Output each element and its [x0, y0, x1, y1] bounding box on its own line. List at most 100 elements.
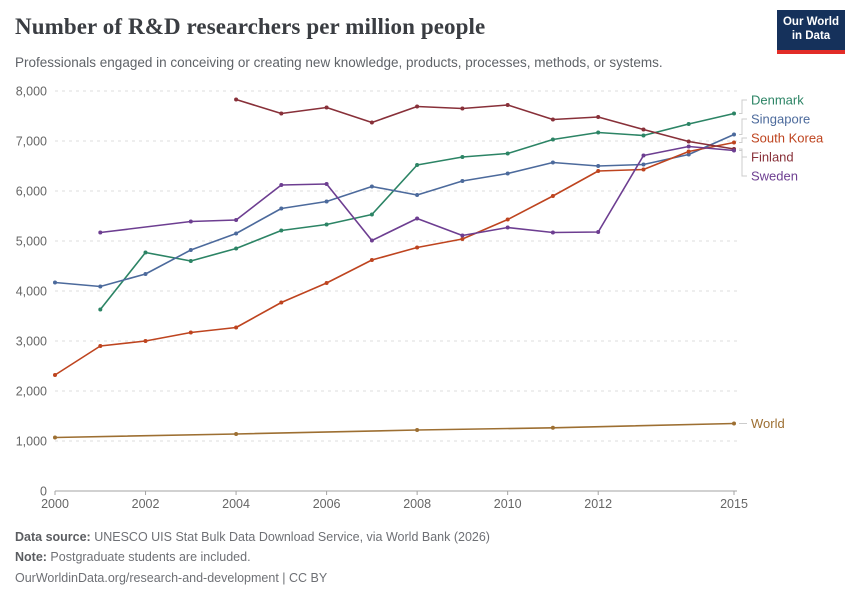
note-label: Note: — [15, 550, 47, 565]
series-line-sweden — [100, 145, 735, 242]
series-point-world-2011 — [550, 425, 555, 430]
series-point-world-2000 — [53, 435, 57, 440]
series-point-finland-2012 — [596, 115, 601, 119]
series-point-south-korea-2012 — [596, 169, 601, 173]
series-point-world-2008 — [415, 428, 420, 432]
y-tick-label-1000: 1,000 — [16, 435, 47, 449]
legend-connector-sweden — [739, 150, 747, 177]
legend-connector-singapore — [739, 118, 747, 135]
legend-label-denmark[interactable]: Denmark — [751, 93, 804, 108]
series-point-finland-2006 — [324, 105, 329, 110]
series-point-denmark-2007 — [369, 212, 374, 217]
legend-label-south-korea[interactable]: South Korea — [751, 131, 824, 146]
series-point-sweden-2011 — [550, 230, 555, 235]
owid-link[interactable]: OurWorldinData.org/research-and-developm… — [15, 570, 279, 585]
series-point-finland-2014 — [686, 139, 691, 144]
series-point-south-korea-2003 — [188, 330, 193, 335]
series-point-denmark-2011 — [550, 137, 555, 142]
legend-label-finland[interactable]: Finland — [751, 150, 794, 165]
legend-label-world[interactable]: World — [751, 416, 785, 431]
series-point-sweden-2004 — [234, 218, 239, 222]
series-point-sweden-2015 — [732, 148, 736, 153]
series-point-finland-2004 — [234, 97, 239, 102]
series-point-singapore-2005 — [279, 206, 284, 211]
series-point-denmark-2006 — [324, 222, 329, 227]
y-tick-label-3000: 3,000 — [16, 335, 47, 349]
series-point-denmark-2014 — [686, 122, 691, 126]
series-point-sweden-2010 — [505, 225, 510, 230]
y-tick-label-7000: 7,000 — [16, 135, 47, 149]
series-point-singapore-2008 — [415, 193, 420, 197]
y-tick-label-2000: 2,000 — [16, 385, 47, 399]
owid-logo: Our World in Data — [777, 10, 845, 54]
y-tick-label-4000: 4,000 — [16, 285, 47, 299]
separator: | — [278, 570, 289, 585]
series-point-south-korea-2005 — [279, 300, 284, 305]
citation-line: OurWorldinData.org/research-and-developm… — [15, 568, 835, 588]
series-point-singapore-2012 — [596, 164, 601, 168]
series-point-singapore-2006 — [324, 199, 329, 204]
series-point-world-2015 — [732, 421, 736, 426]
owid-logo-line2: in Data — [791, 30, 831, 42]
series-point-sweden-2001 — [98, 230, 103, 235]
x-tick-label-2004: 2004 — [222, 497, 250, 511]
series-point-sweden-2005 — [279, 183, 284, 187]
series-point-south-korea-2001 — [98, 344, 103, 348]
series-point-singapore-2007 — [369, 184, 374, 189]
series-point-sweden-2006 — [324, 182, 329, 186]
series-point-denmark-2010 — [505, 151, 510, 156]
series-point-sweden-2003 — [188, 219, 193, 224]
series-point-south-korea-2011 — [550, 194, 555, 198]
series-point-singapore-2002 — [143, 272, 148, 276]
x-tick-label-2010: 2010 — [494, 497, 522, 511]
series-point-denmark-2013 — [641, 133, 646, 138]
series-point-finland-2010 — [505, 103, 510, 107]
series-point-singapore-2015 — [732, 132, 736, 137]
series-point-south-korea-2007 — [369, 258, 374, 262]
series-point-denmark-2012 — [596, 130, 601, 135]
legend-label-sweden[interactable]: Sweden — [751, 169, 798, 184]
data-source-label: Data source: — [15, 530, 91, 544]
series-point-south-korea-2006 — [324, 281, 329, 285]
series-line-world — [54, 422, 735, 439]
data-source-line: Data source: UNESCO UIS Stat Bulk Data D… — [15, 527, 835, 547]
chart-footer: Data source: UNESCO UIS Stat Bulk Data D… — [15, 527, 835, 588]
series-line-denmark — [99, 112, 735, 310]
note-line: Note: Postgraduate students are included… — [15, 547, 835, 567]
legend-connector-denmark — [739, 99, 747, 114]
chart-subtitle: Professionals engaged in conceiving or c… — [15, 55, 663, 70]
series-point-south-korea-2015 — [732, 140, 736, 145]
series-point-denmark-2005 — [279, 228, 284, 233]
series-point-finland-2008 — [415, 104, 420, 109]
x-tick-label-2006: 2006 — [313, 497, 341, 511]
series-point-finland-2005 — [279, 111, 284, 116]
series-point-denmark-2001 — [98, 307, 103, 312]
y-tick-label-8000: 8,000 — [16, 85, 47, 99]
series-point-sweden-2013 — [641, 153, 646, 158]
series-point-sweden-2009 — [460, 233, 465, 238]
series-point-south-korea-2010 — [505, 217, 510, 222]
x-tick-label-2012: 2012 — [584, 497, 612, 511]
series-point-singapore-2013 — [641, 162, 646, 167]
series-line-finland — [235, 98, 735, 150]
series-point-finland-2007 — [369, 120, 374, 125]
owid-logo-line1: Our World — [782, 16, 839, 29]
license-text: CC BY — [289, 570, 328, 585]
series-point-south-korea-2014 — [686, 149, 691, 154]
legend-label-singapore[interactable]: Singapore — [751, 112, 810, 127]
series-point-finland-2009 — [460, 106, 465, 111]
series-point-sweden-2014 — [686, 144, 691, 149]
y-tick-label-6000: 6,000 — [16, 185, 47, 199]
page-title: Number of R&D researchers per million pe… — [15, 14, 486, 39]
series-point-denmark-2015 — [732, 111, 736, 116]
series-point-south-korea-2002 — [143, 339, 148, 343]
series-point-sweden-2007 — [369, 238, 374, 243]
series-point-denmark-2008 — [415, 163, 420, 167]
series-point-sweden-2008 — [415, 216, 420, 221]
series-point-singapore-2003 — [188, 248, 193, 252]
x-tick-label-2008: 2008 — [403, 497, 431, 511]
data-source-text: UNESCO UIS Stat Bulk Data Download Servi… — [90, 530, 490, 544]
series-line-singapore — [54, 133, 735, 288]
y-tick-label-5000: 5,000 — [16, 235, 47, 249]
